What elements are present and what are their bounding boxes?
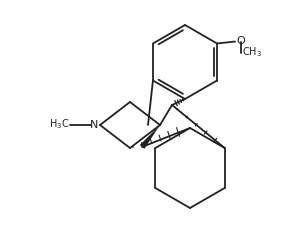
Text: H$_3$C: H$_3$C [49,117,69,131]
Text: N: N [90,120,98,130]
Text: CH$_3$: CH$_3$ [242,46,262,59]
Text: O: O [236,37,245,47]
Polygon shape [140,125,160,149]
